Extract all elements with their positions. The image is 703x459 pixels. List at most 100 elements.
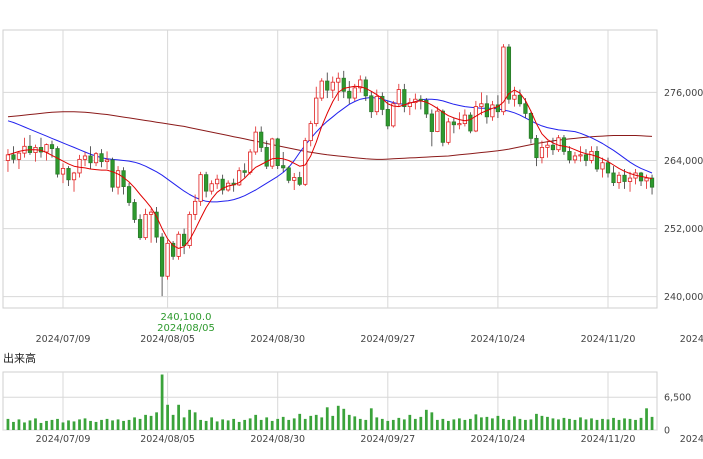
- volume-y-axis: 6,500 0: [664, 393, 691, 437]
- candle-body: [182, 233, 187, 246]
- candle: [297, 171, 302, 187]
- candle: [633, 169, 638, 185]
- candle-body: [314, 97, 319, 125]
- candle-body: [132, 202, 137, 220]
- volume-bar: [491, 418, 494, 430]
- candle: [600, 157, 605, 178]
- candle-body: [319, 80, 324, 99]
- volume-bar: [133, 417, 136, 430]
- candle-body: [385, 109, 390, 127]
- candle: [187, 211, 192, 249]
- volume-bar: [485, 416, 489, 430]
- candle: [457, 112, 462, 130]
- volume-bar: [182, 417, 186, 430]
- candle: [347, 81, 352, 104]
- candle: [253, 126, 258, 155]
- volume-bar: [502, 418, 505, 430]
- candle: [182, 228, 187, 255]
- candle: [385, 100, 390, 130]
- candle-body: [198, 174, 203, 202]
- candle-body: [374, 95, 379, 113]
- candle-body: [649, 177, 655, 188]
- volume-bar: [72, 421, 76, 430]
- candle-body: [341, 77, 346, 92]
- volume-bar: [562, 417, 566, 430]
- candle: [622, 169, 627, 189]
- volume-bar: [524, 419, 527, 430]
- candle: [49, 140, 55, 158]
- candle-body: [446, 121, 451, 143]
- volume-bar: [634, 419, 637, 430]
- candle: [60, 163, 66, 184]
- candle-body: [49, 144, 55, 149]
- low-annotation: 240,100.0 2024/08/05: [157, 312, 215, 334]
- candle: [38, 137, 44, 158]
- volume-bar: [391, 419, 395, 430]
- candle: [528, 110, 534, 144]
- candle-body: [242, 170, 247, 173]
- volume-bar: [336, 405, 340, 430]
- candle-body: [600, 162, 605, 170]
- candle-body: [616, 174, 622, 184]
- candle: [137, 214, 143, 240]
- price-y-tick-label: 276,000: [664, 88, 703, 99]
- candle-body: [501, 46, 506, 113]
- candle: [594, 146, 600, 172]
- candle-body: [506, 46, 512, 100]
- candle: [396, 83, 401, 107]
- price-y-axis: 276,000 264,000 252,000 240,000: [664, 88, 703, 303]
- volume-bar: [67, 420, 70, 430]
- candle: [402, 83, 407, 113]
- volume-bar: [144, 414, 147, 430]
- volume-bar: [199, 419, 203, 430]
- volume-bar: [292, 418, 296, 430]
- volume-bar: [34, 418, 37, 430]
- volume-bar: [303, 418, 307, 430]
- candle-body: [611, 172, 616, 184]
- candle-body: [275, 138, 280, 166]
- volume-bar: [397, 417, 401, 430]
- candle: [578, 146, 583, 162]
- volume-bar: [347, 414, 351, 430]
- candle: [616, 171, 622, 189]
- volume-bar: [12, 421, 15, 430]
- candle: [380, 92, 385, 116]
- volume-bar: [380, 418, 384, 430]
- candle-body: [204, 174, 209, 192]
- candle-body: [583, 154, 589, 161]
- candle-body: [253, 131, 258, 153]
- candle: [215, 174, 220, 189]
- candle: [556, 134, 561, 152]
- candle: [490, 100, 495, 121]
- volume-bar: [480, 417, 483, 430]
- candle: [429, 109, 434, 147]
- volume-bar: [457, 418, 461, 430]
- candle: [611, 166, 616, 187]
- candle: [424, 98, 429, 118]
- volume-bar: [645, 408, 648, 430]
- candle-body: [567, 151, 572, 161]
- volume-bar: [474, 414, 478, 430]
- candle: [275, 137, 280, 169]
- candle: [104, 151, 110, 169]
- candle-body: [534, 137, 539, 159]
- candle: [341, 70, 346, 99]
- candle-body: [561, 137, 567, 152]
- volume-bar: [281, 416, 285, 430]
- volume-bar: [496, 415, 500, 430]
- candle: [358, 75, 363, 93]
- volume-bar: [50, 419, 54, 430]
- volume-bar: [78, 419, 81, 430]
- volume-bar: [446, 420, 450, 430]
- candle: [550, 137, 556, 155]
- candle-body: [126, 186, 132, 203]
- low-annotation-value: 240,100.0: [161, 312, 212, 323]
- candle: [418, 95, 423, 110]
- candle: [407, 98, 412, 116]
- candle: [561, 134, 567, 155]
- candle-body: [55, 148, 60, 175]
- candle: [77, 154, 82, 178]
- volume-bar: [28, 420, 32, 430]
- candle-body: [424, 99, 429, 115]
